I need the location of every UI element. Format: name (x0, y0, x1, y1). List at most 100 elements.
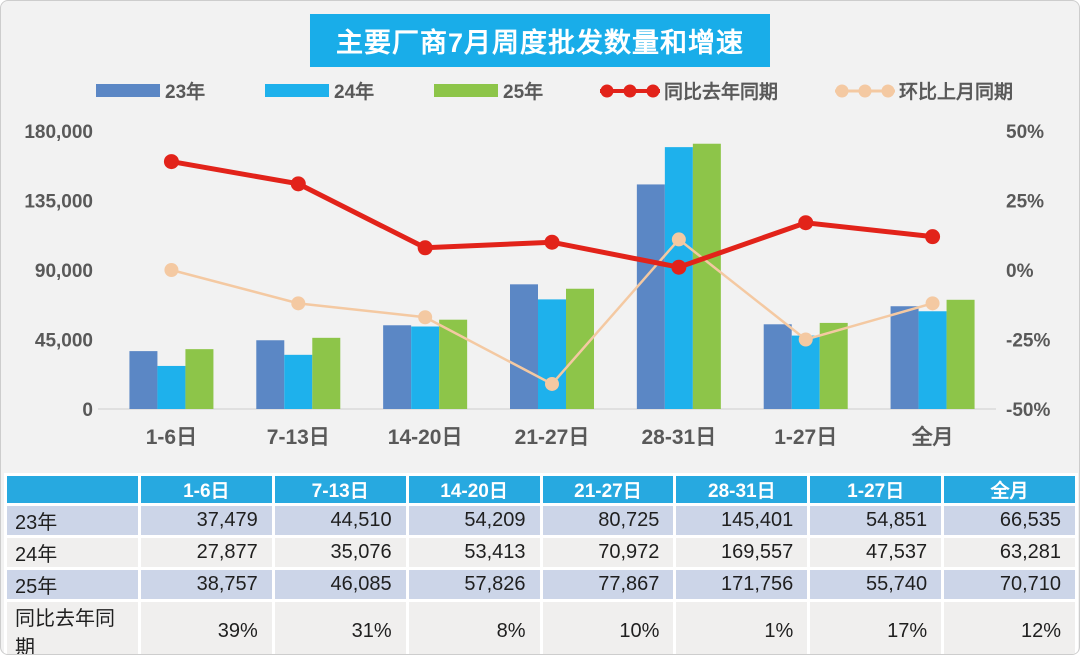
marker-环比上月同期-1-27日 (798, 332, 813, 347)
bar-23年-1-6日 (129, 351, 158, 409)
table-cell: 53,413 (408, 538, 540, 567)
table-row: 同比去年同期 39% 31% 8% 10% 1% 17% 12% (7, 602, 1075, 654)
table-cell: 1% (676, 602, 808, 654)
bar-25年-21-27日 (566, 288, 594, 409)
table-row: 25年 38,757 46,085 57,826 77,867 171,756 55,740… (7, 570, 1075, 599)
marker-同比去年同期-全月 (925, 229, 941, 245)
left-axis-tick: 90,000 (35, 261, 93, 282)
legend-swatch-24-icon (265, 84, 329, 97)
right-axis-tick: 25% (1006, 192, 1044, 213)
table-cell: 145,401 (676, 506, 808, 535)
table-row-label: 23年 (7, 506, 138, 535)
legend-label-yoy: 同比去年同期 (664, 82, 779, 103)
bar-23年-7-13日 (256, 340, 285, 409)
table-cell: 63,281 (944, 538, 1075, 567)
table-row-label: 25年 (7, 570, 138, 599)
bar-23年-1-27日 (763, 324, 792, 409)
category-label: 14-20日 (388, 426, 463, 449)
marker-环比上月同期-28-31日 (671, 232, 686, 247)
left-axis-tick: 0 (82, 400, 93, 421)
bar-25年-全月 (946, 299, 975, 409)
bar-25年-14-20日 (439, 319, 468, 409)
legend-item-25: 25年 (434, 77, 543, 104)
bar-23年-28-31日 (636, 184, 665, 409)
table-cell: 17% (810, 602, 942, 654)
bar-25年-1-6日 (185, 349, 214, 409)
marker-同比去年同期-14-20日 (417, 240, 433, 256)
table-row: 23年 37,479 44,510 54,209 80,725 145,401 54,851… (7, 506, 1075, 535)
marker-环比上月同期-1-6日 (164, 263, 179, 277)
category-label: 7-13日 (267, 426, 330, 449)
bar-23年-全月 (890, 306, 919, 409)
marker-环比上月同期-21-27日 (545, 376, 559, 391)
left-axis-tick: 45,000 (35, 331, 93, 352)
marker-环比上月同期-14-20日 (418, 310, 433, 325)
combo-chart: 180,000 135,000 90,000 45,000 0 50% 25% 0% -25% -… (24, 122, 1050, 449)
chart-title: 主要厂商7月周度批发数量和增速 (309, 14, 771, 67)
table-row: 24年 27,877 35,076 53,413 70,972 169,557 47,537… (7, 538, 1075, 567)
table-cell: 35,076 (274, 538, 406, 567)
table-cell: 66,535 (944, 506, 1075, 535)
table-cell: 80,725 (542, 506, 674, 535)
table-cell: 37,479 (140, 506, 272, 535)
legend-label-25: 25年 (503, 82, 544, 103)
bar-24年-14-20日 (411, 326, 440, 409)
table-col-header: 21-27日 (542, 476, 674, 503)
bar-25年-7-13日 (312, 337, 341, 409)
table-cell: 44,510 (274, 506, 406, 535)
marker-环比上月同期-7-13日 (291, 296, 306, 311)
table-col-header: 28-31日 (676, 476, 808, 503)
marker-同比去年同期-7-13日 (290, 176, 306, 192)
legend-label-23: 23年 (165, 82, 206, 103)
left-axis-tick: 135,000 (24, 192, 93, 213)
table-cell: 55,740 (810, 570, 942, 599)
table-col-header: 1-6日 (140, 476, 272, 503)
right-axis-tick: 50% (1006, 122, 1044, 143)
legend-item-mom: 环比上月同期 (833, 77, 1013, 104)
category-label: 1-27日 (774, 426, 837, 449)
table-corner-cell (7, 476, 138, 503)
chart-legend: 23年 24年 25年 同比去年同期 环比上 (1, 77, 1079, 104)
legend-label-mom: 环比上月同期 (899, 82, 1014, 103)
table-cell: 12% (944, 602, 1075, 654)
legend-swatch-25-icon (434, 84, 498, 97)
table-cell: 31% (274, 602, 406, 654)
right-axis-tick: -50% (1006, 400, 1050, 421)
table-header-row: 1-6日 7-13日 14-20日 21-27日 28-31日 1-27日 全月 (7, 476, 1075, 503)
legend-item-24: 24年 (265, 77, 374, 104)
table-cell: 70,972 (542, 538, 674, 567)
table-cell: 54,209 (408, 506, 540, 535)
legend-swatch-23-icon (96, 84, 160, 97)
marker-同比去年同期-28-31日 (671, 259, 687, 275)
category-label: 全月 (911, 425, 954, 449)
table-cell: 10% (542, 602, 674, 654)
table-col-header: 1-27日 (810, 476, 942, 503)
bar-23年-14-20日 (383, 325, 412, 409)
table-row-label: 同比去年同期 (7, 602, 138, 654)
table-cell: 46,085 (274, 570, 406, 599)
marker-同比去年同期-1-6日 (163, 154, 179, 170)
table-cell: 70,710 (944, 570, 1075, 599)
data-table: 1-6日 7-13日 14-20日 21-27日 28-31日 1-27日 全月 23年 37… (4, 473, 1078, 654)
bar-23年-21-27日 (510, 284, 538, 409)
bar-24年-1-6日 (157, 365, 186, 409)
left-axis-tick: 180,000 (24, 122, 93, 143)
table-cell: 54,851 (810, 506, 942, 535)
line-同比去年同期 (170, 159, 933, 270)
table-cell: 57,826 (408, 570, 540, 599)
table-col-header: 全月 (944, 476, 1075, 503)
table-cell: 47,537 (810, 538, 942, 567)
table-cell: 38,757 (140, 570, 272, 599)
bar-24年-7-13日 (284, 354, 313, 409)
legend-label-24: 24年 (334, 82, 375, 103)
bar-24年-28-31日 (664, 147, 693, 409)
legend-item-yoy: 同比去年同期 (598, 77, 778, 104)
category-label: 21-27日 (515, 426, 590, 449)
marker-同比去年同期-21-27日 (544, 234, 560, 250)
marker-同比去年同期-1-27日 (798, 215, 814, 231)
legend-line-yoy-icon (600, 84, 660, 97)
table-col-header: 7-13日 (274, 476, 406, 503)
table-cell: 169,557 (676, 538, 808, 567)
bar-25年-1-27日 (819, 322, 848, 409)
